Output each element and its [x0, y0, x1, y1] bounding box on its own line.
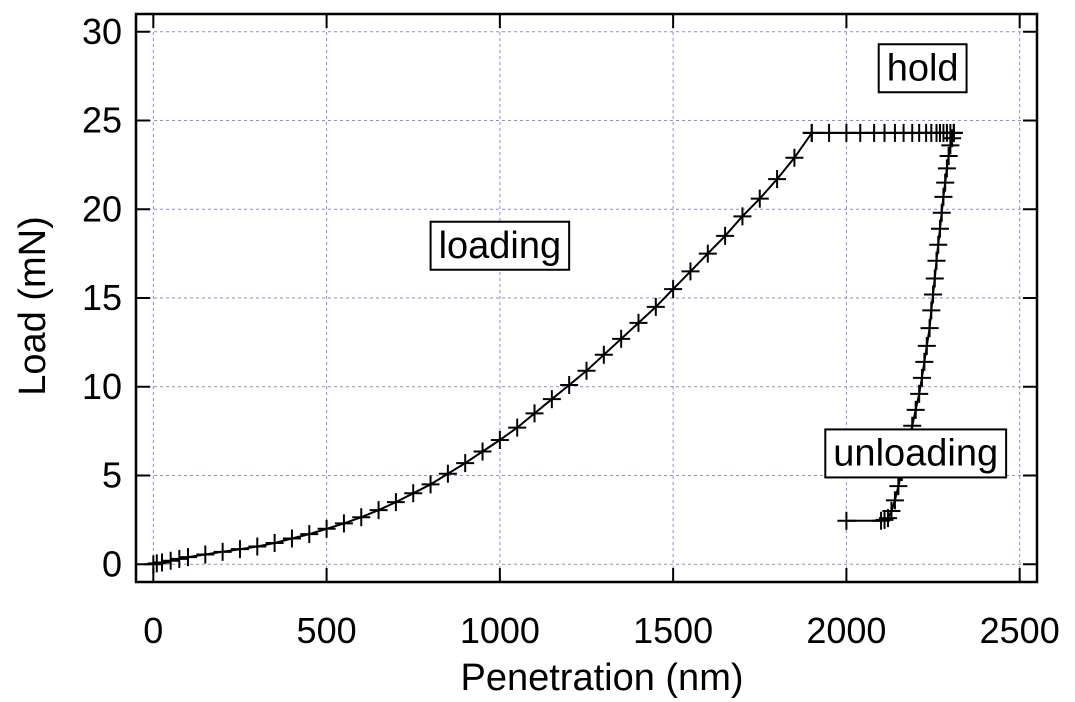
data-point-unloading-30: [837, 511, 856, 530]
x-tick-label-1: 500: [297, 610, 357, 651]
y-tick-label-5: 25: [82, 100, 122, 141]
data-point-loading-25: [525, 404, 544, 423]
data-layer: [144, 123, 963, 574]
x-tick-label-5: 2500: [980, 610, 1060, 651]
data-point-unloading-1: [943, 129, 962, 148]
x-tick-label-0: 0: [143, 610, 163, 651]
data-point-unloading-25: [885, 491, 904, 510]
data-point-unloading-13: [922, 301, 941, 320]
data-point-loading-24: [508, 418, 527, 437]
data-point-loading-36: [716, 226, 735, 245]
y-tick-label-2: 10: [82, 366, 122, 407]
data-point-loading-8: [230, 540, 249, 559]
data-point-unloading-2: [941, 136, 960, 155]
y-axis-title: Load (mN): [12, 216, 54, 396]
data-point-loading-3: [161, 551, 180, 570]
x-tick-label-2: 1000: [460, 610, 540, 651]
y-tick-label-3: 15: [82, 277, 122, 318]
data-point-loading-10: [265, 533, 284, 552]
data-point-unloading-15: [917, 336, 936, 355]
y-tick-label-4: 20: [82, 188, 122, 229]
annotation-box: [877, 43, 968, 94]
data-point-loading-17: [386, 493, 405, 512]
data-point-loading-5: [178, 548, 197, 567]
data-point-loading-14: [334, 514, 353, 533]
annotation-box: [429, 220, 571, 271]
data-point-loading-40: [785, 148, 804, 167]
axes: 0 500 1000 1500 2000 2500 0 5 10 15 20 25 30: [82, 11, 1060, 651]
data-point-loading-15: [352, 508, 371, 527]
data-point-loading-13: [317, 519, 336, 538]
data-point-unloading-24: [889, 477, 908, 496]
x-axis-title: Penetration (nm): [460, 657, 743, 699]
annotation-hold: hold: [877, 43, 968, 94]
data-point-unloading-8: [930, 219, 949, 238]
data-point-unloading-4: [937, 159, 956, 178]
data-point-unloading-19: [906, 400, 925, 419]
data-point-unloading-29: [872, 511, 891, 530]
y-tick-label-0: 0: [102, 543, 122, 584]
data-point-unloading-11: [925, 269, 944, 288]
grid: [136, 14, 1037, 582]
data-point-loading-23: [490, 431, 509, 449]
x-tick-label-3: 1500: [633, 610, 713, 651]
data-point-loading-21: [456, 454, 475, 473]
data-point-unloading-18: [910, 384, 929, 403]
data-point-loading-12: [300, 525, 319, 544]
data-point-loading-38: [750, 189, 769, 208]
annotation-loading: loading: [429, 220, 571, 271]
annotation-label: loading: [439, 225, 562, 267]
data-point-loading-18: [404, 484, 423, 503]
data-point-unloading-9: [929, 235, 948, 254]
data-point-unloading-6: [934, 187, 953, 206]
data-point-loading-7: [213, 542, 232, 561]
data-point-unloading-12: [924, 285, 943, 304]
data-point-hold-0: [802, 123, 821, 142]
data-point-unloading-3: [939, 147, 958, 165]
series-line-loading: [153, 132, 813, 566]
annotation-label: unloading: [833, 432, 998, 474]
y-tick-label-1: 5: [102, 455, 122, 496]
data-point-loading-34: [681, 262, 700, 281]
x-tick-label-4: 2000: [806, 610, 886, 651]
annotations: loading hold unloading: [429, 43, 1008, 479]
data-point-loading-2: [152, 553, 171, 572]
y-tick-label-6: 30: [82, 11, 122, 52]
data-point-loading-19: [421, 475, 440, 494]
data-point-loading-28: [577, 361, 596, 380]
data-point-loading-9: [248, 537, 267, 556]
data-point-loading-11: [282, 529, 301, 548]
data-point-loading-30: [612, 329, 631, 348]
data-point-loading-4: [170, 549, 189, 568]
data-point-loading-20: [438, 464, 457, 483]
data-point-unloading-10: [927, 251, 946, 270]
annotation-unloading: unloading: [824, 428, 1008, 479]
data-point-loading-32: [646, 297, 665, 316]
data-point-loading-29: [594, 345, 613, 364]
data-point-unloading-14: [920, 319, 939, 338]
data-point-loading-31: [629, 313, 648, 332]
data-point-loading-26: [542, 390, 561, 409]
data-point-hold-1: [820, 123, 839, 142]
data-point-loading-39: [768, 170, 787, 189]
data-point-unloading-5: [936, 173, 955, 192]
data-point-unloading-16: [915, 352, 934, 371]
data-point-loading-6: [196, 545, 215, 564]
data-point-loading-22: [473, 442, 492, 461]
data-point-unloading-7: [932, 203, 951, 222]
data-point-loading-27: [560, 375, 579, 394]
data-point-unloading-17: [912, 368, 931, 387]
data-point-loading-16: [369, 501, 388, 520]
data-point-loading-33: [664, 280, 683, 299]
data-point-loading-35: [698, 244, 717, 263]
annotation-label: hold: [887, 47, 959, 89]
annotation-box: [824, 428, 1008, 479]
data-point-loading-37: [733, 207, 752, 226]
